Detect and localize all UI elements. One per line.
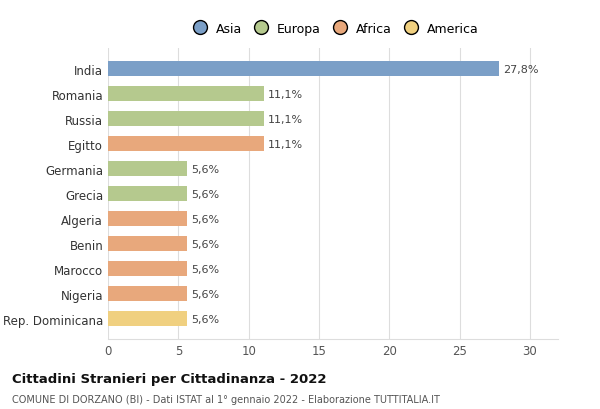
Text: 5,6%: 5,6% <box>191 189 219 199</box>
Bar <box>108 286 187 301</box>
Text: 5,6%: 5,6% <box>191 164 219 174</box>
Text: 5,6%: 5,6% <box>191 239 219 249</box>
Text: 11,1%: 11,1% <box>268 90 304 100</box>
Text: 5,6%: 5,6% <box>191 264 219 274</box>
Text: 11,1%: 11,1% <box>268 139 304 149</box>
Bar <box>108 187 187 202</box>
Text: 5,6%: 5,6% <box>191 214 219 224</box>
Bar <box>108 162 187 177</box>
Bar <box>108 62 499 77</box>
Text: 27,8%: 27,8% <box>503 65 539 75</box>
Legend: Asia, Europa, Africa, America: Asia, Europa, Africa, America <box>182 18 484 40</box>
Bar <box>108 212 187 227</box>
Text: 5,6%: 5,6% <box>191 314 219 324</box>
Bar <box>108 237 187 252</box>
Bar <box>108 112 264 127</box>
Bar <box>108 311 187 326</box>
Text: COMUNE DI DORZANO (BI) - Dati ISTAT al 1° gennaio 2022 - Elaborazione TUTTITALIA: COMUNE DI DORZANO (BI) - Dati ISTAT al 1… <box>12 393 440 404</box>
Text: 11,1%: 11,1% <box>268 115 304 125</box>
Text: Cittadini Stranieri per Cittadinanza - 2022: Cittadini Stranieri per Cittadinanza - 2… <box>12 373 326 385</box>
Bar <box>108 137 264 152</box>
Bar <box>108 87 264 102</box>
Text: 5,6%: 5,6% <box>191 289 219 299</box>
Bar <box>108 261 187 276</box>
